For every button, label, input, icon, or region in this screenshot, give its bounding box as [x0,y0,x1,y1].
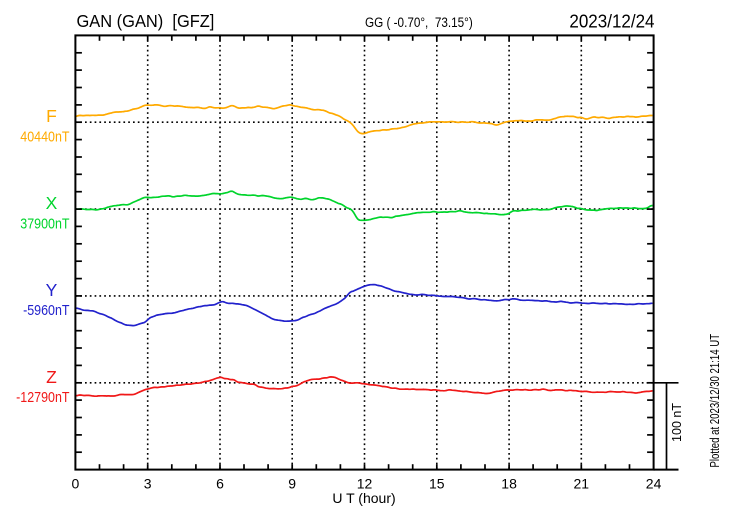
svg-text:-5960nT: -5960nT [23,302,69,318]
svg-text:GAN (GAN) [GFZ]: GAN (GAN) [GFZ] [77,12,215,32]
svg-text:2023/12/24: 2023/12/24 [569,11,654,32]
svg-text:F: F [46,106,57,126]
svg-text:100 nT: 100 nT [670,403,684,442]
svg-text:37900nT: 37900nT [20,216,69,232]
svg-text:X: X [46,193,58,213]
svg-text:GG ( -0.70°, 73.15°): GG ( -0.70°, 73.15°) [365,14,473,30]
svg-text:9: 9 [288,476,296,492]
svg-text:Plotted at 2023/12/30 21:14 UT: Plotted at 2023/12/30 21:14 UT [709,334,722,468]
svg-text:3: 3 [144,476,152,492]
svg-text:0: 0 [72,476,80,492]
svg-text:-12790nT: -12790nT [16,389,69,405]
svg-text:12: 12 [357,476,373,492]
svg-text:Y: Y [46,280,58,300]
svg-text:Z: Z [46,367,57,387]
svg-text:U T (hour): U T (hour) [332,490,395,506]
svg-text:21: 21 [574,476,590,492]
svg-text:18: 18 [501,476,517,492]
svg-text:15: 15 [429,476,445,492]
svg-text:24: 24 [646,476,662,492]
svg-text:6: 6 [216,476,224,492]
svg-text:40440nT: 40440nT [20,129,69,145]
